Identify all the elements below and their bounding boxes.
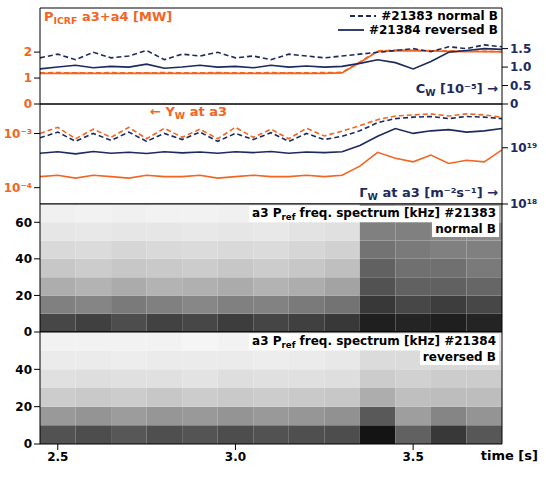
svg-text:0: 0: [510, 97, 518, 111]
html-text:#21384 reversed B: #21384 reversed B: [368, 23, 498, 37]
svg-text:0: 0: [24, 97, 32, 111]
svg-text:20: 20: [15, 400, 32, 414]
html-text:normal B: normal B: [435, 222, 496, 236]
html-text:ΓWat a3 [m⁻²s⁻¹] →: ΓWat a3 [m⁻²s⁻¹] →: [359, 185, 498, 202]
svg-text:20: 20: [15, 289, 32, 303]
html-text:CW[10⁻⁵] →: CW[10⁻⁵] →: [415, 81, 498, 98]
svg-text:0.5: 0.5: [510, 79, 531, 93]
html-text:PICRFa3+a4 [MW]: PICRFa3+a4 [MW]: [44, 9, 173, 26]
svg-text:1.0: 1.0: [510, 60, 531, 74]
svg-text:10⁻⁴: 10⁻⁴: [4, 181, 32, 195]
html-text:← YWat a3: ← YWat a3: [150, 104, 227, 121]
svg-text:1.5: 1.5: [510, 42, 531, 56]
svg-text:10¹⁹: 10¹⁹: [510, 141, 537, 155]
html-text:reversed B: reversed B: [422, 350, 496, 364]
svg-text:2.5: 2.5: [47, 450, 68, 464]
html-text:time [s]: time [s]: [480, 448, 538, 463]
svg-text:10⁻³: 10⁻³: [4, 127, 32, 141]
html-text:a3 Preffreq. spectrum [kHz] #2: a3 Preffreq. spectrum [kHz] #21383: [252, 206, 496, 222]
svg-text:1: 1: [24, 71, 32, 85]
html-text:a3 Preffreq. spectrum [kHz] #2: a3 Preffreq. spectrum [kHz] #21384: [252, 334, 496, 350]
svg-text:0: 0: [24, 325, 32, 339]
svg-text:10¹⁸: 10¹⁸: [510, 197, 537, 211]
svg-text:2: 2: [24, 45, 32, 59]
svg-text:60: 60: [15, 216, 32, 230]
svg-text:0: 0: [24, 437, 32, 451]
svg-text:3.5: 3.5: [403, 450, 424, 464]
svg-text:40: 40: [15, 252, 32, 266]
svg-text:40: 40: [15, 363, 32, 377]
svg-text:3.0: 3.0: [225, 450, 246, 464]
html-text:#21383 normal B: #21383 normal B: [381, 9, 498, 23]
